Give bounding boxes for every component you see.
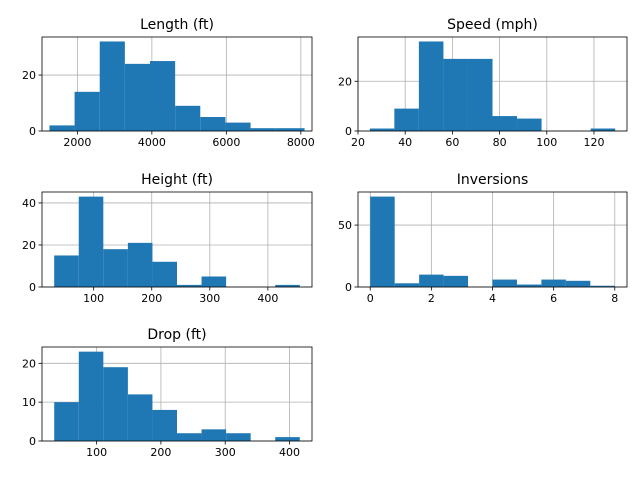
y-tick-label: 20 [22, 357, 36, 370]
histogram-bar [517, 118, 542, 131]
y-tick-label: 10 [22, 396, 36, 409]
subplot-title: Height (ft) [141, 172, 213, 188]
histogram-bar [152, 409, 177, 441]
x-tick-label: 60 [445, 136, 459, 149]
histogram-bar [370, 196, 395, 287]
axes-frame [357, 36, 628, 132]
x-tick-label: 8 [611, 292, 618, 305]
histogram-bar [54, 402, 79, 441]
histogram-bar [394, 283, 420, 287]
x-tick-label: 2 [428, 292, 435, 305]
histogram-bar [541, 279, 566, 287]
subplot-2: 100 200 300 400 0 20 40 Height (ft) [22, 172, 313, 305]
x-tick-label: 0 [367, 292, 374, 305]
x-tick-label: 300 [199, 292, 220, 305]
axes-frame [41, 346, 313, 442]
axes-frame [41, 191, 313, 288]
histogram-bar [516, 284, 542, 287]
histogram-bar [127, 242, 153, 287]
x-tick-label: 300 [215, 446, 236, 459]
y-tick-label: 20 [22, 239, 36, 252]
histogram-bar [49, 125, 75, 131]
x-tick-label: 4000 [138, 136, 166, 149]
histogram-bar [103, 367, 128, 441]
histogram-bar [443, 275, 469, 287]
x-tick-label: 8000 [287, 136, 315, 149]
histogram-bar [103, 249, 128, 287]
histogram-bar [467, 58, 493, 131]
histogram-bar [275, 284, 300, 287]
histogram-bar [226, 433, 251, 441]
axes-frame [41, 36, 313, 132]
x-tick-label: 400 [257, 292, 278, 305]
histogram-bar [275, 128, 305, 131]
x-tick-label: 400 [279, 446, 300, 459]
x-tick-label: 100 [536, 136, 557, 149]
histogram-bar [78, 351, 104, 441]
histogram-bar [127, 394, 153, 441]
subplot-title: Speed (mph) [447, 17, 538, 33]
histogram-bar [225, 122, 251, 131]
subplot-3: 0 2 4 6 8 0 50 Inversions [338, 172, 628, 305]
histogram-bar [200, 117, 226, 131]
histogram-bar [250, 128, 276, 131]
histogram-bar [492, 116, 518, 131]
histogram-bar [418, 41, 444, 131]
y-tick-label: 20 [22, 69, 36, 82]
histogram-bar [492, 279, 517, 287]
y-tick-label: 40 [22, 197, 36, 210]
histogram-bar [177, 284, 202, 287]
histogram-bar [177, 433, 202, 441]
y-tick-label: 20 [338, 75, 352, 88]
x-tick-label: 120 [583, 136, 604, 149]
x-tick-label: 6000 [212, 136, 240, 149]
subplot-4: 100 200 300 400 0 10 20 Drop (ft) [22, 327, 313, 459]
y-tick-label: 0 [29, 435, 36, 448]
x-tick-label: 80 [493, 136, 507, 149]
y-tick-label: 50 [338, 219, 352, 232]
histogram-bar [54, 255, 79, 287]
y-tick-label: 0 [345, 281, 352, 294]
x-tick-label: 100 [83, 292, 104, 305]
y-tick-label: 0 [29, 125, 36, 138]
histogram-bar [443, 58, 468, 131]
histogram-bar [78, 196, 104, 287]
histogram-bar [152, 261, 177, 287]
subplot-title: Length (ft) [140, 17, 214, 33]
histogram-bar [99, 41, 125, 131]
histogram-bar [201, 429, 227, 441]
x-tick-label: 40 [398, 136, 412, 149]
x-tick-label: 6 [550, 292, 557, 305]
y-tick-label: 0 [29, 281, 36, 294]
x-tick-label: 4 [489, 292, 496, 305]
histogram-bar [74, 91, 100, 131]
histogram-bar [369, 128, 395, 131]
histogram-bar [590, 128, 616, 131]
x-tick-label: 200 [141, 292, 162, 305]
subplot-title: Drop (ft) [147, 327, 206, 343]
histogram-bar [394, 108, 419, 131]
x-tick-label: 200 [150, 446, 171, 459]
histogram-bar [175, 105, 201, 131]
y-tick-label: 0 [345, 125, 352, 138]
histogram-bar [124, 63, 150, 131]
histogram-bar [201, 276, 227, 287]
subplot-0: 2000 4000 6000 8000 0 20 Length (ft) [22, 17, 315, 149]
x-tick-label: 20 [351, 136, 365, 149]
histogram-bar [590, 285, 615, 287]
histogram-bar [419, 274, 444, 287]
x-tick-label: 100 [86, 446, 107, 459]
histogram-bar [565, 280, 591, 287]
histogram-bar [150, 61, 176, 131]
x-tick-label: 2000 [63, 136, 91, 149]
subplot-title: Inversions [457, 172, 529, 188]
histogram-bar [275, 437, 300, 441]
